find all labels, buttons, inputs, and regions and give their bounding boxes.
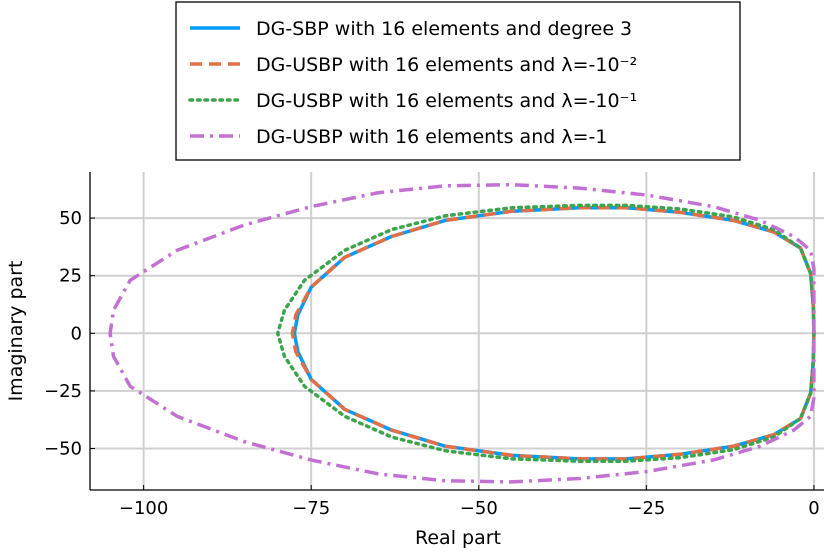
series-line-3 bbox=[275, 203, 816, 463]
series-line-2 bbox=[290, 205, 816, 461]
x-tick-label: 0 bbox=[808, 498, 819, 519]
axes bbox=[89, 172, 824, 491]
legend-label: DG-USBP with 16 elements and λ=-10⁻¹ bbox=[256, 90, 637, 112]
x-tick-label: −75 bbox=[292, 498, 330, 519]
tick-labels: −100 −75 −50 −25 0 −50 −25 0 25 50 bbox=[44, 208, 820, 519]
y-axis-title: Imaginary part bbox=[5, 261, 27, 402]
x-tick-label: −25 bbox=[627, 498, 665, 519]
series-layer bbox=[108, 182, 816, 484]
series-line-4 bbox=[108, 182, 816, 484]
legend-label: DG-USBP with 16 elements and λ=-1 bbox=[256, 126, 607, 148]
legend-box bbox=[175, 1, 741, 161]
y-tick-label: −25 bbox=[44, 381, 82, 402]
x-tick-label: −50 bbox=[460, 498, 498, 519]
legend: DG-SBP with 16 elements and degree 3 DG-U… bbox=[175, 1, 741, 161]
x-tick-label: −100 bbox=[119, 498, 168, 519]
legend-label: DG-USBP with 16 elements and λ=-10⁻² bbox=[256, 54, 637, 76]
y-tick-label: −50 bbox=[44, 439, 82, 460]
x-axis-title: Real part bbox=[415, 527, 501, 549]
legend-label: DG-SBP with 16 elements and degree 3 bbox=[256, 18, 632, 40]
y-tick-label: 0 bbox=[71, 323, 82, 344]
y-tick-label: 50 bbox=[59, 208, 82, 229]
y-tick-label: 25 bbox=[59, 266, 82, 287]
